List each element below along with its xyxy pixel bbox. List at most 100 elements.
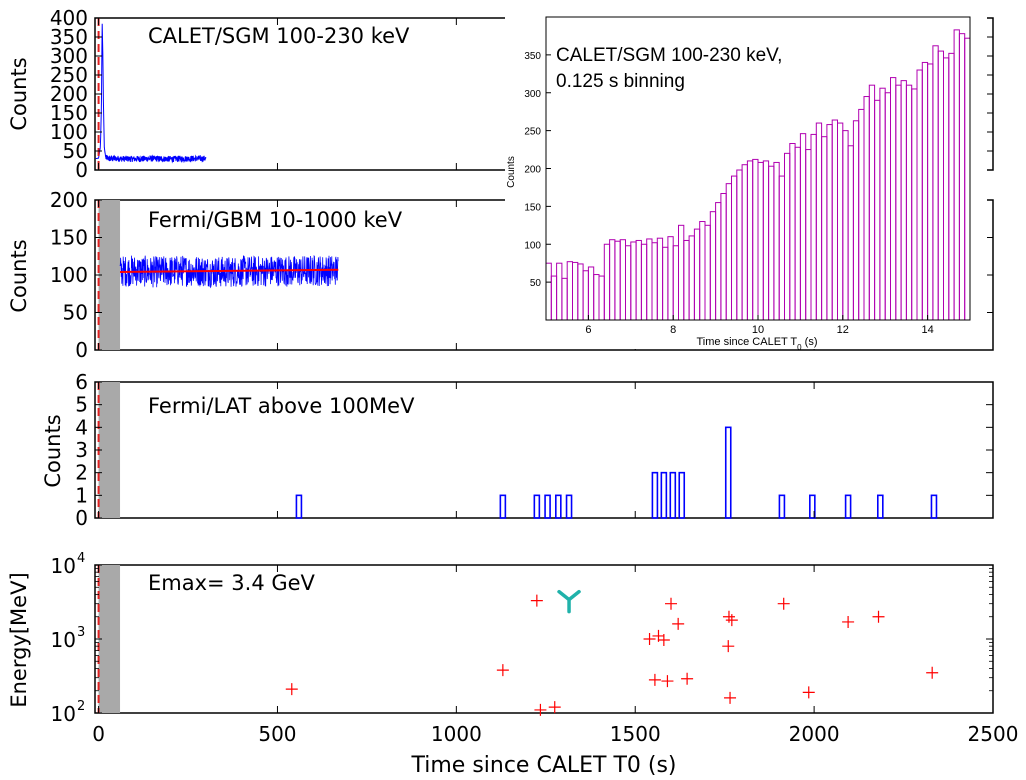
x-tick-label: 0 <box>92 722 105 746</box>
energy-point <box>534 703 547 716</box>
inset-xtick-label: 14 <box>921 324 933 336</box>
energy-point <box>777 597 790 610</box>
gbm-ytick-label: 100 <box>50 263 88 287</box>
sgm-ytick-label: 150 <box>50 101 88 125</box>
inset-xlabel: Time since CALET T0 (s) <box>696 336 817 352</box>
sgm-ytick-label: 400 <box>50 6 88 30</box>
sgm-series-line <box>95 23 207 164</box>
sgm-ytick-label: 100 <box>50 120 88 144</box>
energy-point <box>926 666 939 679</box>
energy-point <box>661 675 674 688</box>
lat-bar <box>660 471 668 519</box>
energy-point <box>722 640 735 653</box>
energy-point <box>724 691 737 704</box>
gbm-ytick-label: 0 <box>75 338 88 362</box>
energy-point <box>802 686 815 699</box>
inset-xlabel-unit: (s) <box>802 336 818 348</box>
lat-bar <box>565 494 573 519</box>
energy-ytick-exponent: 3 <box>77 625 85 640</box>
inset-ytick-label: 100 <box>524 240 541 251</box>
x-axis-label: Time since CALET T0 (s) <box>410 753 676 778</box>
lat-ytick-label: 6 <box>75 370 88 394</box>
sgm-ytick-label: 300 <box>50 44 88 68</box>
inset-xtick-label: 12 <box>837 324 849 336</box>
shaded-interval-lat <box>98 382 121 518</box>
energy-ytick-label: 10 <box>51 628 76 652</box>
lat-bar <box>544 494 551 519</box>
inset-xtick-label: 10 <box>752 324 764 336</box>
energy-point <box>665 597 678 610</box>
lat-ytick-label: 2 <box>75 461 88 485</box>
gbm-fit-line <box>120 268 339 273</box>
inset-ytick-label: 350 <box>524 51 541 62</box>
energy-point <box>643 633 656 645</box>
x-tick-label: 2000 <box>789 722 840 746</box>
lat-bar <box>678 471 686 519</box>
inset-xlabel-sub: 0 <box>797 343 802 352</box>
inset-xtick-label: 8 <box>670 324 676 336</box>
emax-marker <box>557 589 581 614</box>
x-tick-label: 2500 <box>968 722 1019 746</box>
inset-xlabel-main: Time since CALET T <box>696 336 797 348</box>
inset-ytick-label: 50 <box>530 278 542 289</box>
energy-ytick-label: 10 <box>51 702 76 726</box>
inset-label-line2: 0.125 s binning <box>556 71 685 92</box>
lat-bar <box>876 494 884 519</box>
gbm-ytick-label: 200 <box>50 188 88 212</box>
sgm-ytick-label: 350 <box>50 25 88 49</box>
energy-point <box>496 664 509 677</box>
sgm-ytick-label: 0 <box>75 158 88 182</box>
inset-xtick-label: 6 <box>585 324 591 336</box>
energy-point <box>657 633 670 646</box>
lat-ylabel: Counts <box>41 414 65 487</box>
lat-bar <box>669 471 677 519</box>
energy-point <box>842 615 855 628</box>
energy-ytick-exponent: 2 <box>77 699 85 714</box>
lat-bar <box>555 494 562 519</box>
lat-ytick-label: 4 <box>75 415 88 439</box>
lat-counts-bars <box>295 426 938 519</box>
inset-ytick-label: 200 <box>524 165 541 176</box>
lat-bar <box>778 494 786 519</box>
x-tick-label: 1500 <box>610 722 661 746</box>
inset-ytick-label: 250 <box>524 127 541 138</box>
panel-energy-label: Emax= 3.4 GeV <box>148 571 316 595</box>
inset-label-line1: CALET/SGM 100-230 keV, <box>556 45 782 66</box>
sgm-ytick-label: 200 <box>50 82 88 106</box>
energy-point <box>725 614 738 627</box>
gbm-ytick-label: 50 <box>63 301 88 325</box>
lat-bar <box>499 494 507 519</box>
lat-bar <box>809 494 816 519</box>
lat-bar <box>844 494 852 519</box>
lat-bar <box>533 494 541 519</box>
inset-ytick-label: 150 <box>524 202 541 213</box>
energy-point <box>681 672 694 685</box>
gbm-series-line <box>119 255 339 289</box>
energy-point <box>285 683 298 696</box>
energy-ylabel: Energy[MeV] <box>7 572 31 707</box>
energy-point <box>648 673 661 686</box>
shaded-interval-gbm <box>98 200 121 350</box>
energy-scatter <box>285 589 939 716</box>
energy-point <box>530 594 543 607</box>
lat-bar <box>930 494 938 519</box>
energy-point <box>722 610 735 623</box>
lat-bar <box>724 426 732 519</box>
inset-ytick-label: 300 <box>524 89 541 100</box>
gbm-ytick-label: 150 <box>50 226 88 250</box>
shaded-interval-en <box>98 565 121 713</box>
sgm-ytick-label: 250 <box>50 63 88 87</box>
lat-bar <box>651 471 659 519</box>
sgm-lightcurve <box>95 23 207 164</box>
x-tick-label: 500 <box>258 722 296 746</box>
lat-ytick-label: 0 <box>75 506 88 530</box>
energy-ytick-label: 10 <box>51 554 76 578</box>
gbm-lightcurve <box>119 255 339 289</box>
lat-ytick-label: 1 <box>75 483 88 507</box>
lat-bar <box>295 494 303 519</box>
x-tick-label: 1000 <box>431 722 482 746</box>
inset-histogram: 6 8 10 12 14 50 100 150 200 250 300 350 CALET/SGM 1… <box>505 12 987 352</box>
panel-sgm-label: CALET/SGM 100-230 keV <box>148 24 410 48</box>
energy-point <box>872 610 885 623</box>
lat-ytick-label: 5 <box>75 393 88 417</box>
